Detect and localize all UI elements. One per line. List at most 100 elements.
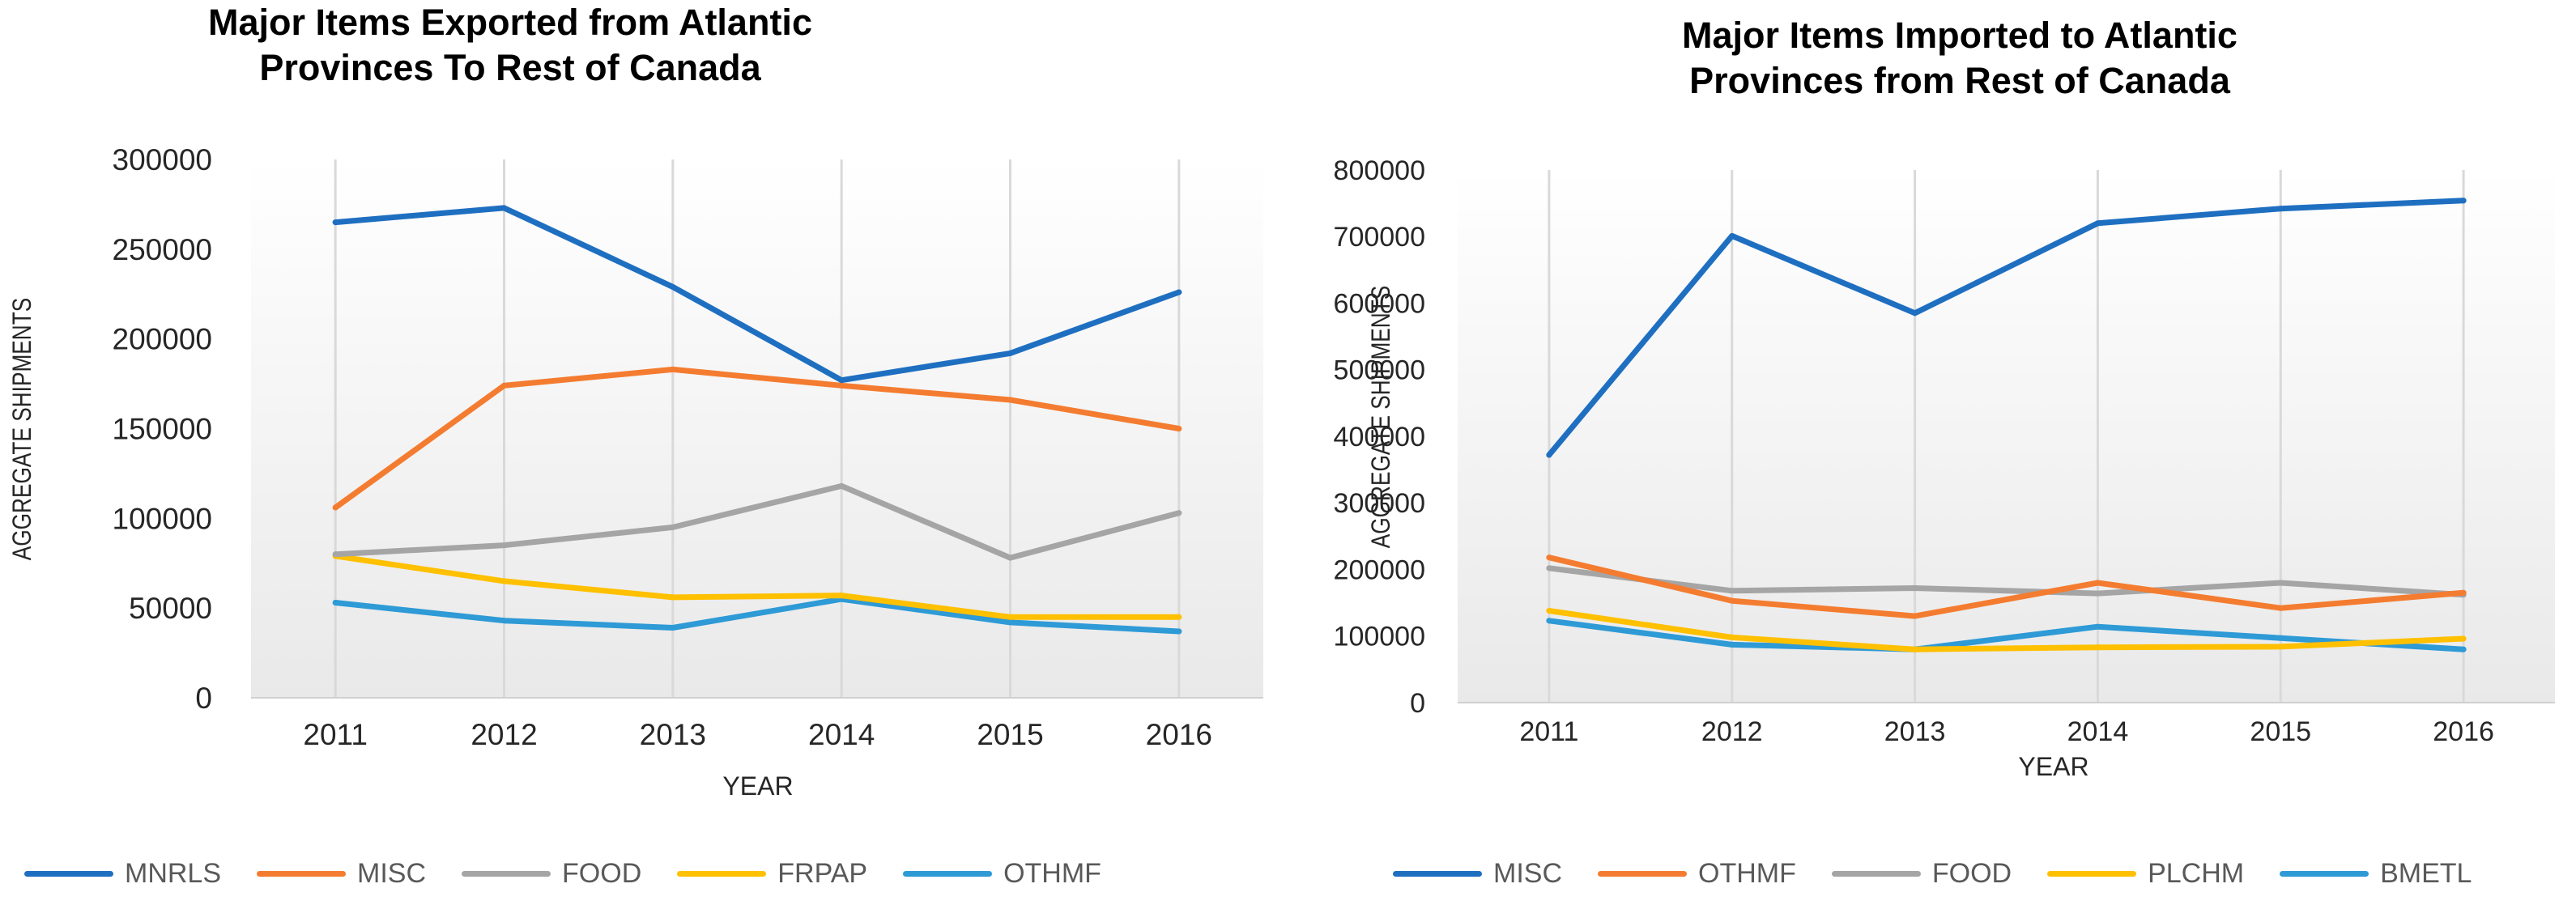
data-point-plchm xyxy=(1912,646,1918,652)
x-tick-label: 2014 xyxy=(808,718,875,751)
legend-label: OTHMF xyxy=(1003,858,1101,889)
y-tick-label: 700000 xyxy=(1334,222,1425,253)
data-point-othmf xyxy=(670,625,676,631)
data-point-food xyxy=(2094,590,2101,597)
y-tick-label: 50000 xyxy=(129,592,212,625)
plot-area xyxy=(1458,170,2555,703)
data-point-bmetl xyxy=(2094,623,2101,630)
legend-label: PLCHM xyxy=(2148,858,2245,889)
series-line-othmf xyxy=(332,596,1182,635)
y-tick-label: 100000 xyxy=(113,502,212,535)
data-point-othmf xyxy=(332,600,338,606)
data-point-misc xyxy=(1007,397,1013,403)
series-line-frpap xyxy=(332,553,1182,620)
series-line-plchm xyxy=(1546,608,2467,652)
data-point-misc xyxy=(2460,198,2467,204)
data-point-frpap xyxy=(1007,614,1013,620)
data-point-bmetl xyxy=(2460,646,2467,652)
legend-swatch xyxy=(24,871,113,877)
data-point-misc xyxy=(332,504,338,511)
data-point-misc xyxy=(1912,310,1918,317)
series-line-othmf xyxy=(1546,554,2467,619)
data-point-mnrls xyxy=(501,205,507,211)
legend-swatch xyxy=(1598,871,1687,877)
y-tick-label: 200000 xyxy=(113,323,212,356)
data-point-othmf xyxy=(1729,597,1735,604)
data-point-food xyxy=(1729,588,1735,594)
legend-label: MISC xyxy=(357,858,427,889)
series-line-misc xyxy=(332,366,1182,511)
data-point-food xyxy=(1176,510,1182,516)
y-tick-label: 600000 xyxy=(1334,288,1425,319)
data-point-frpap xyxy=(501,578,507,584)
data-point-misc xyxy=(501,382,507,389)
legend-item-frpap: FRPAP xyxy=(677,858,867,890)
data-point-misc xyxy=(2277,206,2284,212)
y-tick-label: 300000 xyxy=(113,143,212,176)
legend-label: FRPAP xyxy=(777,858,868,889)
data-point-othmf xyxy=(2460,589,2467,596)
x-tick-label: 2011 xyxy=(303,718,368,751)
x-tick-label: 2011 xyxy=(1519,716,1578,747)
legend-item-food: FOOD xyxy=(1831,858,2012,890)
series-line-food xyxy=(332,482,1182,561)
data-point-mnrls xyxy=(670,283,676,290)
data-point-plchm xyxy=(2277,644,2284,650)
y-tick-label: 250000 xyxy=(113,233,212,266)
data-point-food xyxy=(1007,554,1013,561)
legend-item-misc: MISC xyxy=(257,858,426,890)
data-point-bmetl xyxy=(1546,618,1552,624)
legend-swatch xyxy=(2047,871,2137,877)
data-point-mnrls xyxy=(1176,289,1182,295)
data-point-othmf xyxy=(1912,613,1918,619)
legend-swatch xyxy=(257,871,347,877)
data-point-food xyxy=(2277,580,2284,586)
y-tick-label: 200000 xyxy=(1334,554,1425,585)
y-tick-label: 150000 xyxy=(113,412,212,445)
y-axis-title: AGGREGATE SHIPMENTS xyxy=(9,298,37,561)
legend-swatch xyxy=(903,871,993,877)
legend-item-mnrls: MNRLS xyxy=(24,858,221,890)
x-tick-label: 2013 xyxy=(1884,716,1946,747)
series-line-bmetl xyxy=(1546,618,2467,652)
legend-item-plchm: PLCHM xyxy=(2047,858,2244,890)
data-point-bmetl xyxy=(2277,635,2284,641)
data-point-misc xyxy=(838,382,845,389)
data-point-food xyxy=(332,551,338,558)
chart-legend: MNRLS MISC FOOD FRPAP OTHMF xyxy=(24,858,1137,890)
y-tick-label: 800000 xyxy=(1334,155,1425,186)
data-point-food xyxy=(1546,565,1552,571)
x-tick-label: 2016 xyxy=(2433,716,2494,747)
data-point-plchm xyxy=(2460,635,2467,642)
x-tick-label: 2012 xyxy=(470,718,537,751)
export-chart-plot: 0 50000 100000 150000 200000 250000 300000 2011… xyxy=(9,143,1263,801)
data-point-frpap xyxy=(670,594,676,601)
data-point-othmf xyxy=(1007,619,1013,626)
data-point-plchm xyxy=(1546,607,1552,614)
data-point-food xyxy=(670,524,676,530)
y-tick-label: 0 xyxy=(195,682,212,715)
data-point-misc xyxy=(1729,232,1735,239)
y-tick-label: 100000 xyxy=(1334,622,1425,652)
legend-label: MISC xyxy=(1493,858,1562,889)
x-tick-label: 2015 xyxy=(977,718,1043,751)
data-point-plchm xyxy=(2094,644,2101,651)
data-point-food xyxy=(838,482,845,489)
x-axis-title: YEAR xyxy=(2018,752,2088,781)
legend-label: OTHMF xyxy=(1698,858,1796,889)
chart-title: Major Items Imported to Atlantic Provinc… xyxy=(1682,15,2238,101)
data-point-bmetl xyxy=(1729,641,1735,648)
x-tick-label: 2013 xyxy=(640,718,706,751)
series-line-mnrls xyxy=(332,205,1182,384)
y-tick-label: 400000 xyxy=(1334,422,1425,452)
data-point-othmf xyxy=(1176,628,1182,635)
data-point-othmf xyxy=(2277,605,2284,611)
import-chart-panel: Major Items Imported to Atlantic Provinc… xyxy=(1288,0,2576,905)
plot-area xyxy=(251,159,1263,698)
legend-item-misc: MISC xyxy=(1393,858,1562,890)
data-point-frpap xyxy=(838,593,845,599)
data-point-food xyxy=(1912,585,1918,592)
data-point-plchm xyxy=(1729,634,1735,640)
series-line-food xyxy=(1546,565,2467,598)
data-point-othmf xyxy=(501,618,507,624)
